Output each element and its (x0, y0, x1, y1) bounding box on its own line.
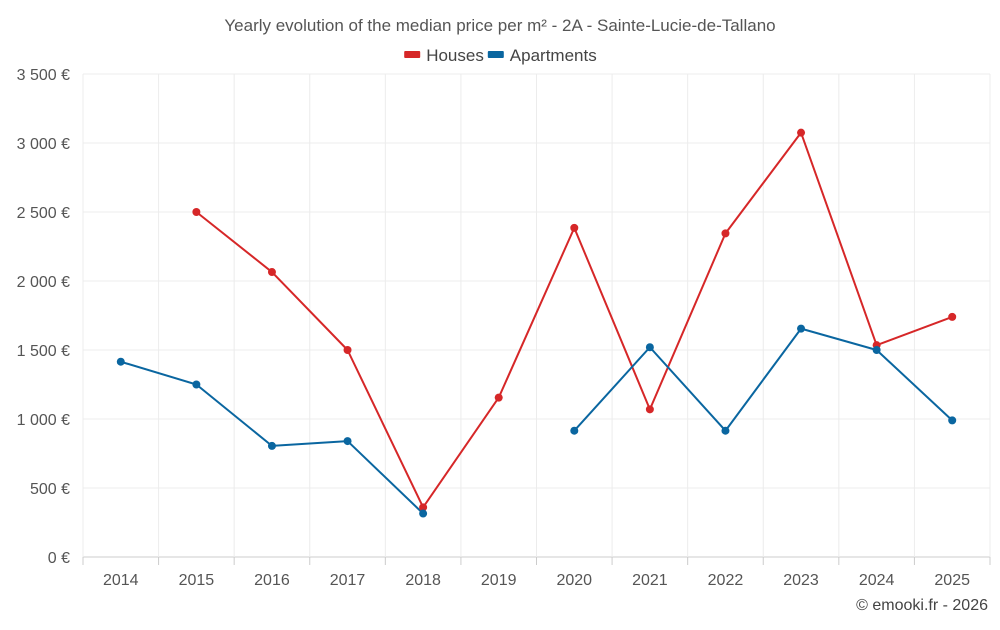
data-point-houses[interactable] (948, 312, 957, 321)
y-tick-label: 0 € (48, 550, 70, 567)
data-point-apartments[interactable] (797, 324, 806, 333)
data-point-houses[interactable] (494, 393, 503, 402)
data-point-apartments[interactable] (948, 416, 957, 425)
series-line-apartments (120, 360, 424, 515)
data-point-apartments[interactable] (267, 441, 276, 450)
x-tick-label: 2016 (254, 572, 290, 589)
x-tick-label: 2022 (708, 572, 744, 589)
x-tick-label: 2020 (556, 572, 592, 589)
y-tick-label: 3 500 € (17, 67, 70, 84)
data-point-apartments[interactable] (116, 357, 125, 366)
y-tick-label: 1 000 € (17, 412, 70, 429)
credit-text: © emooki.fr - 2026 (856, 597, 988, 614)
legend-item-houses[interactable]: Houses (404, 46, 484, 65)
legend-swatch (404, 51, 421, 58)
data-point-apartments[interactable] (645, 343, 654, 352)
x-tick-label: 2014 (103, 572, 139, 589)
x-axis: 2014 2015 2016 2017 2018 2019 2020 2021 2022 2023… (82, 557, 991, 589)
data-point-houses[interactable] (419, 503, 428, 512)
grid (82, 73, 991, 558)
data-point-apartments[interactable] (343, 437, 352, 446)
data-point-apartments[interactable] (192, 380, 201, 389)
data-point-houses[interactable] (343, 346, 352, 354)
data-point-apartments[interactable] (419, 509, 428, 518)
y-axis: 0 € 500 € 1 000 € 1 500 € 2 000 € 2 500 € 3 00… (17, 67, 70, 567)
y-tick-label: 500 € (30, 481, 70, 498)
data-point-houses[interactable] (267, 268, 276, 277)
x-tick-label: 2017 (330, 572, 366, 589)
legend: Houses Apartments (404, 46, 597, 65)
y-tick-label: 2 500 € (17, 205, 70, 222)
y-tick-label: 2 000 € (17, 274, 70, 291)
x-tick-label: 2024 (859, 572, 895, 589)
data-point-houses[interactable] (721, 229, 730, 238)
legend-item-apartments[interactable]: Apartments (487, 46, 597, 65)
y-tick-label: 1 500 € (17, 343, 70, 360)
x-tick-label: 2023 (783, 572, 819, 589)
x-tick-label: 2018 (405, 572, 441, 589)
x-tick-label: 2025 (934, 572, 970, 589)
chart-title: Yearly evolution of the median price per… (224, 16, 775, 35)
y-tick-label: 3 000 € (17, 136, 70, 153)
legend-label: Apartments (510, 46, 597, 65)
series-points (116, 128, 957, 518)
series-line-apartments (573, 327, 953, 432)
legend-label: Houses (426, 46, 484, 65)
data-point-houses[interactable] (192, 208, 201, 216)
data-point-houses[interactable] (797, 128, 806, 137)
legend-swatch (487, 51, 504, 58)
x-tick-label: 2021 (632, 572, 668, 589)
data-point-apartments[interactable] (872, 346, 881, 354)
x-tick-label: 2015 (179, 572, 215, 589)
data-point-apartments[interactable] (570, 426, 579, 435)
data-point-houses[interactable] (645, 405, 654, 414)
x-tick-label: 2019 (481, 572, 517, 589)
data-point-apartments[interactable] (721, 426, 730, 435)
data-point-houses[interactable] (570, 223, 579, 232)
